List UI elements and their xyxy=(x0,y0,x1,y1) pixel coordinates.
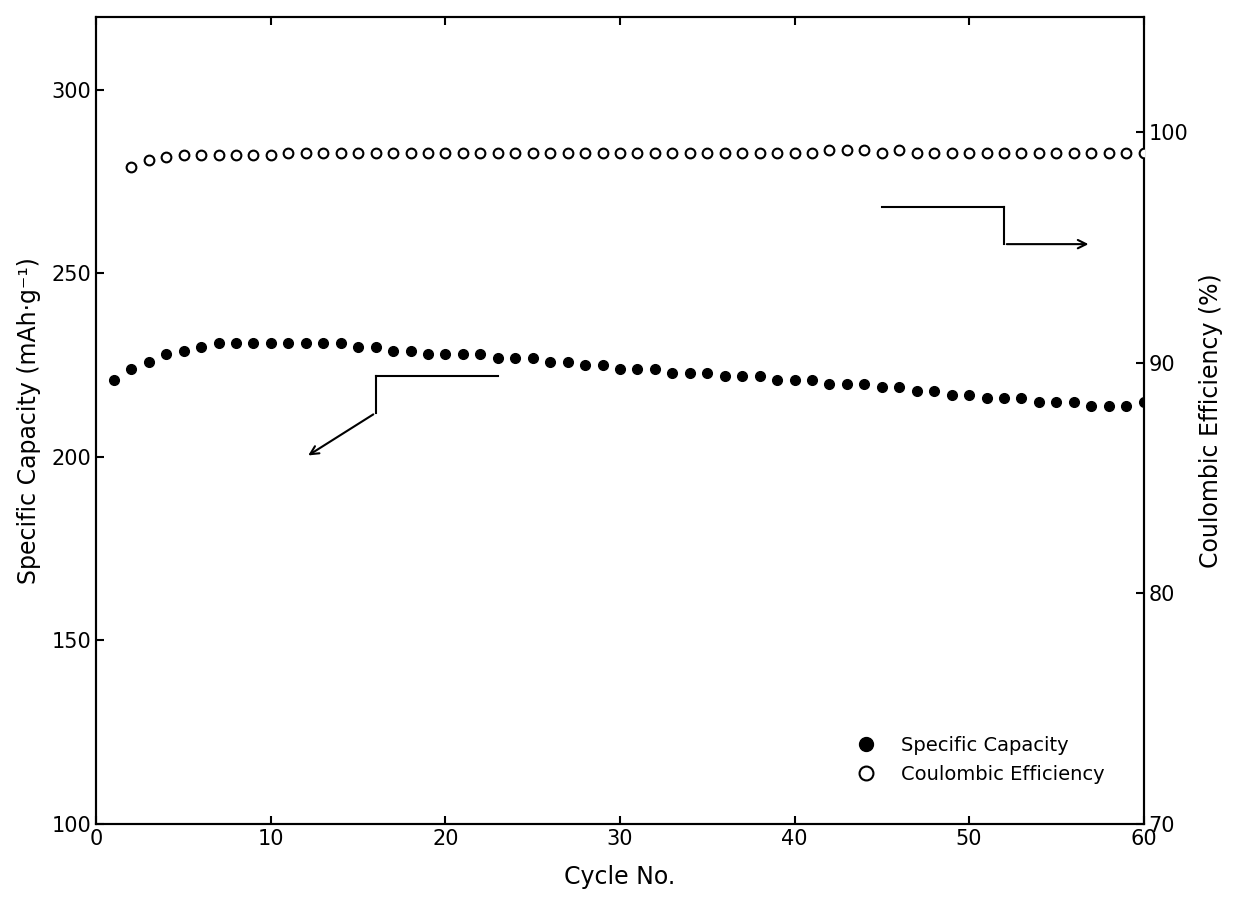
Specific Capacity xyxy=(770,374,785,385)
Y-axis label: Coulombic Efficiency (%): Coulombic Efficiency (%) xyxy=(1199,273,1224,567)
Coulombic Efficiency xyxy=(822,145,837,156)
Coulombic Efficiency xyxy=(753,148,768,159)
Specific Capacity xyxy=(472,349,487,360)
Specific Capacity xyxy=(420,349,435,360)
Y-axis label: Specific Capacity (mAh·g⁻¹): Specific Capacity (mAh·g⁻¹) xyxy=(16,256,41,583)
Coulombic Efficiency xyxy=(368,148,383,159)
Line: Coulombic Efficiency: Coulombic Efficiency xyxy=(109,146,1148,906)
Coulombic Efficiency xyxy=(281,148,296,159)
Coulombic Efficiency xyxy=(455,148,470,159)
Line: Specific Capacity: Specific Capacity xyxy=(109,338,1148,410)
Coulombic Efficiency xyxy=(403,148,418,159)
Specific Capacity xyxy=(211,338,226,349)
Coulombic Efficiency xyxy=(438,148,453,159)
Specific Capacity xyxy=(386,345,401,356)
Specific Capacity xyxy=(455,349,470,360)
Specific Capacity xyxy=(1136,397,1151,408)
Specific Capacity xyxy=(299,338,314,349)
X-axis label: Cycle No.: Cycle No. xyxy=(564,865,676,890)
Coulombic Efficiency xyxy=(1136,148,1151,159)
Specific Capacity xyxy=(107,374,122,385)
Legend: Specific Capacity, Coulombic Efficiency: Specific Capacity, Coulombic Efficiency xyxy=(838,728,1112,792)
Specific Capacity xyxy=(1084,400,1099,411)
